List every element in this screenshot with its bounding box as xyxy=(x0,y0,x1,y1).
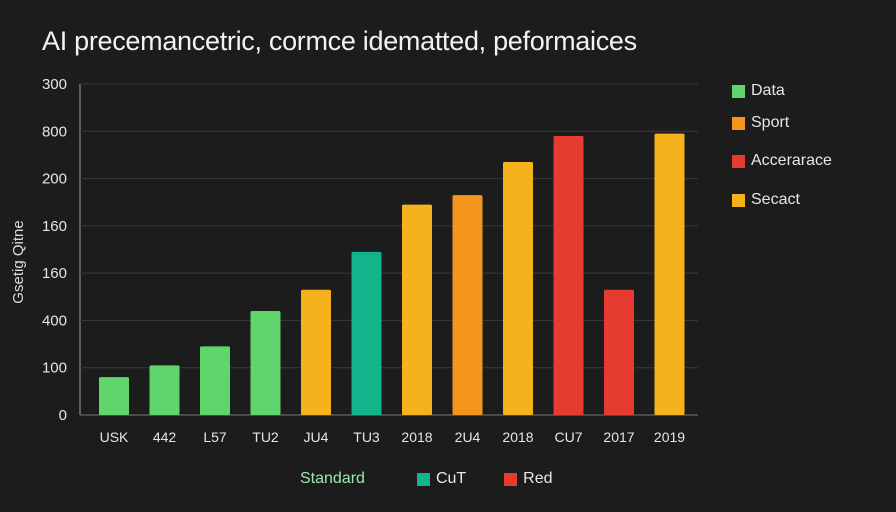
legend-label: Standard xyxy=(300,470,365,487)
legend-label: Red xyxy=(523,470,553,487)
x-tick-label: 2019 xyxy=(654,429,685,445)
bar xyxy=(604,289,634,415)
legend-swatch xyxy=(416,472,430,486)
legend-label: Accerarace xyxy=(751,152,832,169)
bar xyxy=(149,365,180,415)
legend-bottom: Standard CuT Red xyxy=(300,470,591,488)
legend-item-accerarace: Accerarace xyxy=(732,152,832,170)
bars xyxy=(99,133,685,415)
x-tick-label: TU3 xyxy=(353,429,380,445)
x-tick-label: JU4 xyxy=(304,429,329,445)
legend-label: Data xyxy=(751,82,785,99)
x-tick-label: TU2 xyxy=(252,429,279,445)
x-tick-label: 442 xyxy=(153,429,177,445)
y-tick-label: 160 xyxy=(42,218,67,235)
chart-title: AI precemancetric, cormce idematted, pef… xyxy=(42,26,637,56)
bar xyxy=(503,162,533,415)
y-tick-label: 300 xyxy=(42,76,67,93)
bar xyxy=(250,310,281,415)
y-tick-label: 160 xyxy=(42,265,67,282)
y-tick-label: 0 xyxy=(59,407,67,424)
legend-item-red: Red xyxy=(504,470,553,488)
legend-label: CuT xyxy=(435,470,467,487)
legend-item-cut: CuT xyxy=(416,470,467,488)
legend-swatch xyxy=(732,193,745,207)
legend-item-sport: Sport xyxy=(732,114,789,132)
y-tick-label: 100 xyxy=(42,360,67,377)
bar xyxy=(99,377,129,415)
bar xyxy=(553,136,584,415)
x-tick-label: 2017 xyxy=(603,429,634,445)
x-tick-label: 2018 xyxy=(502,429,533,445)
bar xyxy=(351,251,382,415)
bar xyxy=(301,289,331,415)
bar xyxy=(452,195,483,415)
x-tick-label: USK xyxy=(100,429,129,445)
x-tick-label: 2U4 xyxy=(455,429,481,445)
legend-item-secact: Secact xyxy=(732,191,800,209)
bar xyxy=(402,204,432,415)
legend-swatch xyxy=(504,472,518,486)
legend-item-standard: Standard xyxy=(300,470,379,488)
legend-label: Sport xyxy=(751,114,790,131)
bar xyxy=(200,346,230,415)
x-tick-label: 2018 xyxy=(401,429,432,445)
legend-swatch xyxy=(732,154,745,168)
x-tick-labels: USK 442 L57 TU2 JU4 TU3 2018 2U4 2018 CU7 2017 2019 xyxy=(100,429,686,445)
y-tick-labels: 0 100 400 160 160 200 800 300 xyxy=(42,76,67,424)
x-tick-label: CU7 xyxy=(554,429,582,445)
bar xyxy=(654,133,685,415)
y-tick-label: 800 xyxy=(42,123,67,140)
y-tick-label: 400 xyxy=(42,312,67,329)
legend-item-data: Data xyxy=(732,82,785,100)
legend-swatch xyxy=(732,84,745,98)
legend-swatch xyxy=(732,116,745,130)
y-tick-label: 200 xyxy=(42,171,67,188)
grid-lines xyxy=(79,83,698,416)
x-tick-label: L57 xyxy=(203,429,227,445)
legend-label: Secact xyxy=(751,191,800,208)
